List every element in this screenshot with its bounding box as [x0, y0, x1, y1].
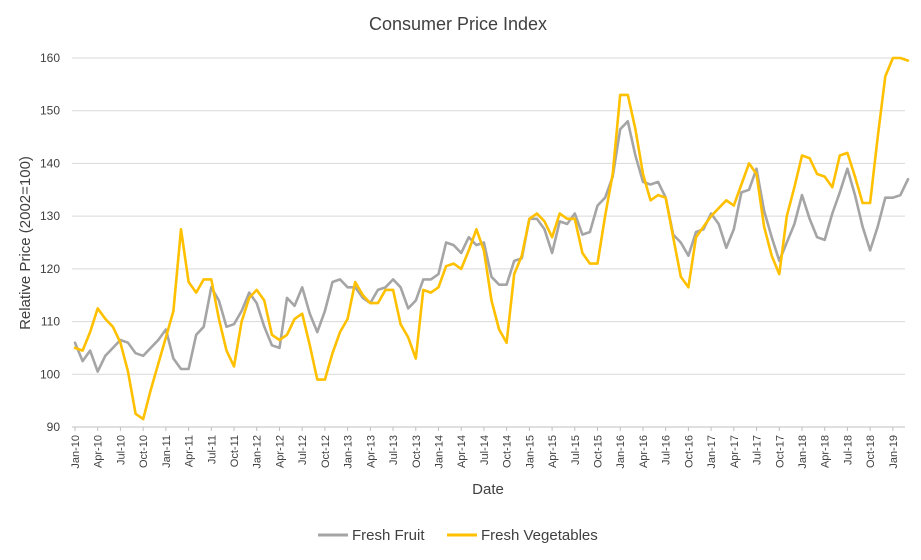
x-tick-label: Jul-18: [842, 435, 854, 465]
x-tick-label: Jan-18: [797, 435, 809, 469]
x-tick-label: Jul-17: [752, 435, 764, 465]
x-tick-label: Oct-12: [320, 435, 332, 468]
x-tick-label: Jan-19: [888, 435, 900, 469]
y-tick-label: 90: [47, 420, 61, 434]
x-tick-label: Apr-15: [547, 435, 559, 468]
x-tick-label: Apr-11: [184, 435, 196, 467]
x-tick-label: Jan-10: [70, 435, 82, 469]
x-tick-label: Oct-11: [229, 435, 241, 467]
x-tick-label: Jul-10: [115, 435, 127, 465]
gridlines: [72, 57, 905, 375]
x-tick-label: Oct-16: [683, 435, 695, 468]
x-tick-label: Oct-10: [138, 435, 150, 468]
y-tick-label: 140: [40, 156, 60, 170]
x-tick-label: Jul-16: [661, 435, 673, 465]
series-lines: [73, 56, 910, 421]
x-tick-label: Apr-10: [93, 435, 105, 468]
series-line-1: [73, 56, 910, 421]
legend-label: Fresh Vegetables: [481, 527, 598, 544]
x-tick-label: Oct-13: [411, 435, 423, 468]
x-tick-label: Apr-16: [638, 435, 650, 468]
y-tick-label: 130: [40, 209, 60, 223]
y-tick-label: 120: [40, 262, 60, 276]
x-tick-label: Jul-13: [388, 435, 400, 465]
x-tick-label: Jul-11: [206, 435, 218, 464]
y-tick-label: 160: [40, 51, 60, 65]
y-tick-label: 150: [40, 104, 60, 118]
x-tick-label: Jan-11: [161, 435, 173, 468]
x-axis-title: Date: [472, 481, 504, 498]
x-tick-label: Apr-17: [729, 435, 741, 468]
chart-title: Consumer Price Index: [369, 14, 547, 34]
x-axis-tick-labels: Jan-10 Apr-10 Jul-10 Oct-10 Jan-11 Apr-11 Jul-…: [70, 427, 900, 469]
x-tick-label: Apr-13: [365, 435, 377, 468]
x-tick-label: Apr-18: [820, 435, 832, 468]
x-tick-label: Jan-13: [343, 435, 355, 469]
y-axis-title: Relative Price (2002=100): [17, 156, 34, 330]
x-tick-label: Oct-15: [593, 435, 605, 468]
y-tick-label: 100: [40, 367, 60, 381]
x-tick-label: Oct-18: [865, 435, 877, 468]
x-tick-label: Jul-14: [479, 435, 491, 465]
legend: Fresh Fruit Fresh Vegetables: [318, 527, 598, 544]
x-tick-label: Jan-14: [433, 435, 445, 469]
x-tick-label: Apr-12: [274, 435, 286, 468]
legend-label: Fresh Fruit: [352, 527, 425, 544]
x-tick-label: Jan-17: [706, 435, 718, 469]
x-tick-label: Jul-15: [570, 435, 582, 465]
x-tick-label: Jul-12: [297, 435, 309, 465]
x-tick-label: Jan-15: [524, 435, 536, 469]
y-tick-label: 110: [41, 315, 60, 329]
x-tick-label: Oct-14: [502, 435, 514, 468]
x-tick-label: Oct-17: [774, 435, 786, 468]
x-tick-label: Jan-12: [252, 435, 264, 469]
x-tick-label: Apr-14: [456, 435, 468, 468]
y-axis-tick-labels: 90 100 110 120 130 140 150 160: [40, 51, 60, 434]
x-tick-label: Jan-16: [615, 435, 627, 469]
